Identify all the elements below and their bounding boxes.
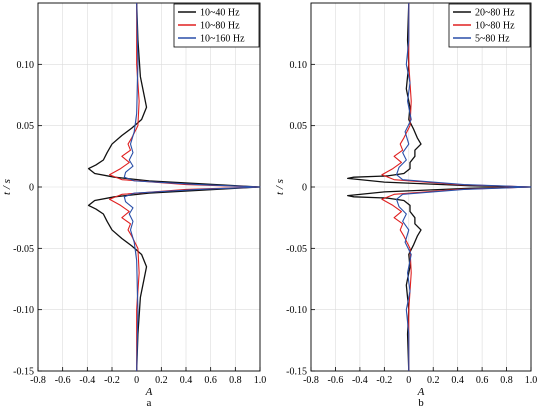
panel-a: -0.8 -0.6 -0.4 -0.2 0 0.2 0.4 0.6 0.8 1.0 -0.15 -0.… (1, 2, 267, 409)
x-tick-label: -0.2 (376, 375, 392, 386)
x-axis-label: A (145, 386, 153, 398)
x-axis-label: A (417, 386, 425, 398)
legend-label: 10~40 Hz (200, 8, 240, 19)
x-tick-label: 1.0 (525, 375, 538, 386)
x-tick-label: -0.8 (303, 375, 319, 386)
x-tick-label: 0 (406, 375, 411, 386)
y-tick-label: -0.05 (13, 244, 34, 255)
x-tick-label: 0 (134, 375, 139, 386)
x-tick-label: 0.2 (427, 375, 440, 386)
panel-label: a (147, 397, 152, 409)
y-tick-label: 0.05 (17, 121, 35, 132)
x-tick-label: 0.8 (500, 375, 513, 386)
y-tick-label: 0 (302, 183, 307, 194)
x-tick-label: 0.8 (229, 375, 242, 386)
y-tick-label: 0.10 (290, 60, 308, 71)
legend-label: 20~80 Hz (475, 8, 515, 19)
x-tick-label: -0.4 (352, 375, 368, 386)
panel-b: -0.8 -0.6 -0.4 -0.2 0 0.2 0.4 0.6 0.8 1.0 -0.15 -0.… (274, 2, 538, 409)
panel-label: b (418, 397, 424, 409)
x-tick-label: 0.4 (451, 375, 464, 386)
legend-label: 10~80 Hz (475, 21, 515, 32)
y-tick-label: 0 (29, 183, 34, 194)
series-line-2 (123, 2, 261, 372)
x-tick-label: -0.8 (30, 375, 46, 386)
y-tick-label: -0.10 (286, 305, 307, 316)
x-tick-label: 0.2 (155, 375, 168, 386)
y-tick-label: 0.10 (17, 60, 35, 71)
y-tick-label: -0.15 (13, 367, 34, 378)
x-tick-label: 0.6 (204, 375, 217, 386)
x-tick-label: -0.2 (104, 375, 120, 386)
series-line-2 (396, 3, 532, 371)
x-tick-label: -0.4 (79, 375, 95, 386)
legend: 20~80 Hz 10~80 Hz 5~80 Hz (448, 3, 531, 48)
legend-label: 10~160 Hz (200, 34, 245, 45)
y-axis-label: t / s (1, 179, 13, 195)
y-tick-label: -0.15 (286, 367, 307, 378)
x-tick-label: -0.6 (328, 375, 344, 386)
y-axis-label: t / s (274, 179, 286, 195)
legend-label: 10~80 Hz (200, 21, 240, 32)
x-tick-label: 1.0 (254, 375, 267, 386)
y-tick-label: 0.05 (290, 121, 308, 132)
x-tick-label: -0.6 (55, 375, 71, 386)
y-tick-label: -0.10 (13, 305, 34, 316)
legend: 10~40 Hz 10~80 Hz 10~160 Hz (173, 3, 260, 48)
x-tick-label: 0.4 (180, 375, 193, 386)
x-tick-label: 0.6 (476, 375, 489, 386)
legend-label: 5~80 Hz (475, 34, 510, 45)
y-tick-label: -0.05 (286, 244, 307, 255)
